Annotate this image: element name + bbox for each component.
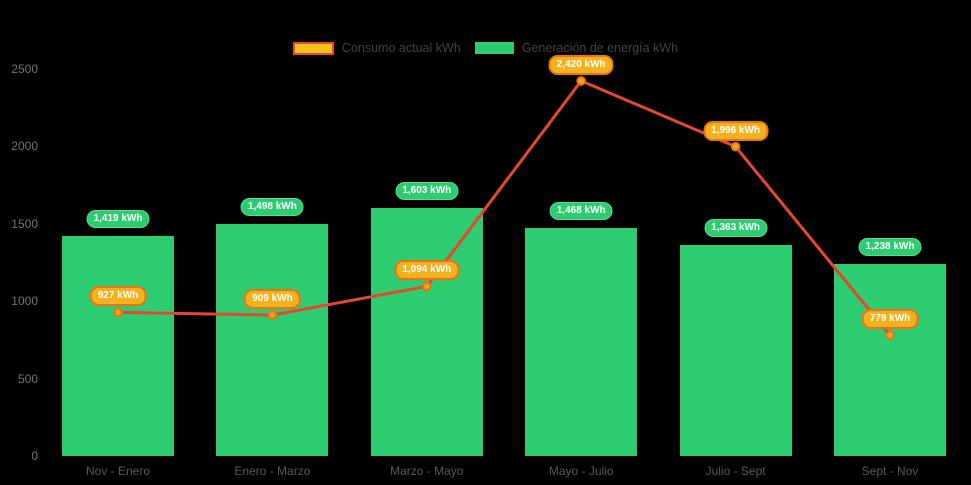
generation-value-badge: 1,468 kWh [549, 202, 613, 221]
x-tick-label: Enero - Marzo [234, 464, 311, 478]
legend-item-consumo[interactable]: Consumo actual kWh [292, 41, 461, 55]
consumption-value-badge: 2,420 kWh [548, 54, 614, 75]
generation-bar [62, 236, 174, 456]
generation-value-badge: 1,498 kWh [240, 197, 304, 216]
generation-bar [370, 207, 483, 456]
consumption-point [730, 141, 741, 152]
x-tick-label: Sept - Nov [861, 464, 919, 478]
generation-value-badge: 1,603 kWh [395, 181, 459, 200]
y-tick-label: 1500 [11, 216, 38, 231]
legend-item-generacion[interactable]: Generación de energía kWh [474, 41, 679, 55]
generation-value-badge: 1,363 kWh [704, 218, 768, 237]
consumption-value-badge: 1,094 kWh [394, 260, 460, 281]
legend-line-swatch-icon [292, 41, 334, 55]
generation-bar [525, 228, 638, 456]
x-tick-label: Mayo - Julio [548, 464, 614, 478]
legend-label-generacion: Generación de energía kWh [521, 41, 679, 55]
generation-bar [679, 244, 792, 456]
consumption-point [576, 76, 587, 86]
consumption-value-badge: 927 kWh [89, 286, 147, 307]
consumption-value-badge: 779 kWh [861, 309, 919, 330]
x-tick-label: Nov - Enero [85, 464, 151, 478]
y-tick-label: 2500 [11, 61, 38, 76]
generation-bar [834, 264, 946, 456]
legend-bar-swatch-icon [474, 42, 514, 54]
legend-label-consumo: Consumo actual kWh [341, 41, 461, 55]
x-tick-label: Marzo - Mayo [390, 464, 464, 478]
consumption-value-badge: 909 kWh [244, 289, 301, 310]
y-tick-label: 500 [17, 371, 38, 386]
generation-bar [216, 223, 329, 456]
legend: Consumo actual kWh Generación de energía… [0, 41, 971, 55]
generation-value-badge: 1,419 kWh [86, 210, 150, 229]
generation-value-badge: 1,238 kWh [858, 238, 922, 257]
consumption-value-badge: 1,996 kWh [703, 120, 769, 141]
x-tick-label: Julio - Sept [705, 464, 766, 478]
y-tick-label: 0 [31, 449, 38, 463]
y-tick-label: 1000 [11, 294, 38, 308]
y-tick-label: 2000 [11, 139, 38, 153]
